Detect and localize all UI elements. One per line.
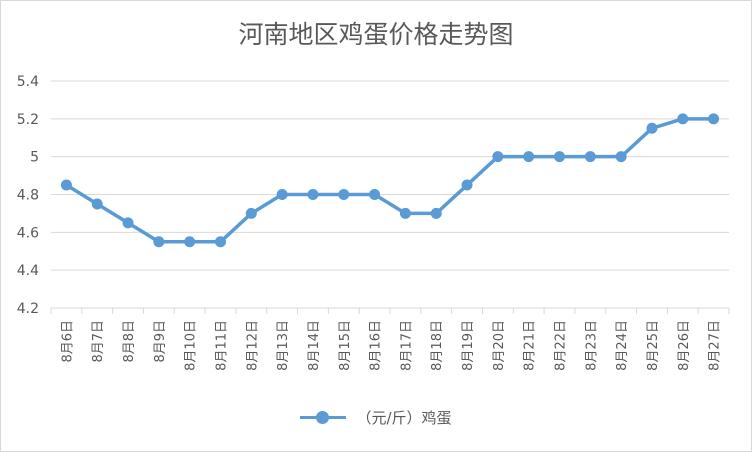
data-point	[523, 151, 535, 163]
data-point	[215, 236, 226, 248]
x-tick-label: 8月15日	[338, 320, 353, 371]
data-point	[276, 189, 288, 200]
y-tick-label: 5.4	[17, 74, 39, 90]
x-tick-label: 8月13日	[276, 320, 291, 371]
x-tick-label: 8月23日	[584, 320, 599, 371]
y-tick-label: 5	[30, 150, 39, 166]
series-line	[64, 117, 716, 244]
data-point	[584, 151, 596, 163]
x-tick-label: 8月10日	[184, 320, 199, 371]
x-tick-label: 8月12日	[245, 320, 260, 371]
data-point	[245, 207, 257, 219]
data-point	[615, 151, 627, 163]
y-tick-label: 4.6	[17, 225, 39, 241]
data-point	[122, 217, 134, 229]
chart-title: 河南地区鸡蛋价格走势图	[238, 20, 514, 49]
data-point	[91, 198, 103, 210]
data-point	[153, 236, 165, 248]
data-point	[307, 189, 319, 200]
data-point	[677, 113, 689, 125]
legend-label: （元/斤）鸡蛋	[356, 409, 452, 427]
x-tick-label: 8月17日	[399, 320, 414, 371]
x-tick-label: 8月11日	[215, 320, 230, 371]
data-point	[708, 113, 720, 125]
data-point	[184, 236, 196, 248]
data-point	[60, 179, 72, 191]
data-point	[646, 122, 658, 134]
x-tick-label: 8月16日	[369, 320, 384, 371]
x-tick-label: 8月20日	[492, 320, 507, 371]
x-tick-label: 8月21日	[523, 320, 538, 371]
legend-marker	[300, 411, 347, 424]
x-tick-label: 8月19日	[461, 320, 476, 371]
y-tick-label: 4.8	[17, 188, 39, 204]
x-tick-label: 8月9日	[153, 320, 168, 363]
data-point	[461, 179, 473, 191]
legend: （元/斤）鸡蛋	[1, 407, 751, 428]
y-tick-label: 5.2	[17, 112, 39, 128]
data-point	[369, 189, 381, 200]
data-point	[338, 189, 350, 200]
x-tick-label: 8月26日	[677, 320, 692, 371]
x-tick-label: 8月25日	[646, 320, 661, 371]
data-point	[399, 207, 411, 219]
y-tick-label: 4.4	[17, 263, 39, 279]
data-point	[430, 207, 442, 219]
x-tick-label: 8月8日	[122, 320, 137, 363]
data-point	[554, 151, 565, 163]
y-tick-label: 4.2	[17, 301, 39, 317]
x-tick-label: 8月6日	[60, 320, 75, 363]
data-point	[492, 151, 504, 163]
x-tick-label: 8月7日	[91, 320, 106, 363]
x-tick-label: 8月14日	[307, 320, 322, 371]
x-tick-label: 8月27日	[708, 320, 723, 371]
x-tick-label: 8月24日	[615, 320, 630, 371]
x-tick-label: 8月18日	[430, 320, 445, 371]
x-tick-label: 8月22日	[554, 320, 569, 371]
